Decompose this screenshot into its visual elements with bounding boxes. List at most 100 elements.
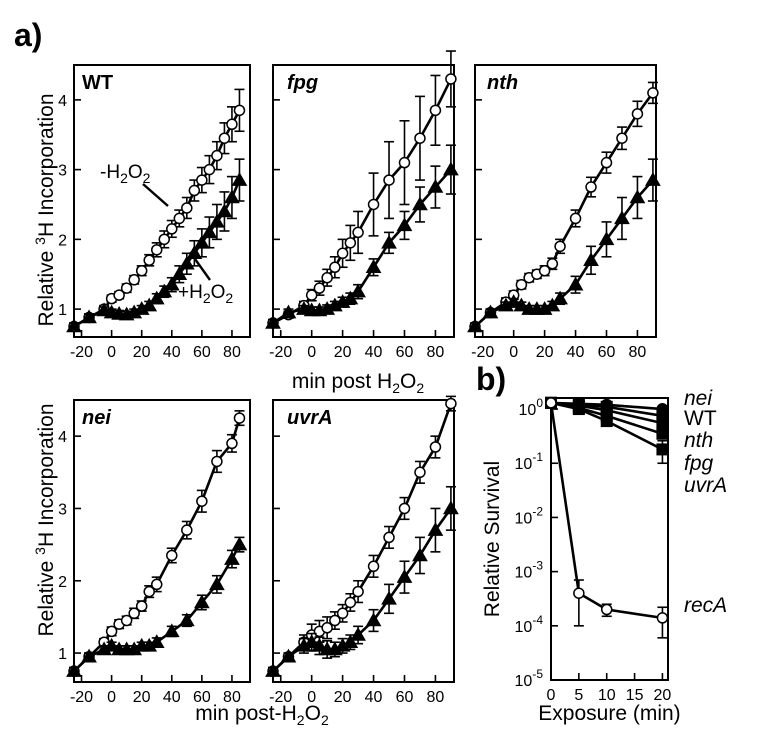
panel-frame [550,397,669,681]
panel-frame [272,399,455,683]
data-point [365,612,382,627]
data-point [148,634,165,648]
legend-entry-WT: WT [684,407,717,430]
annot-sub: 2 [120,170,128,186]
y-label-post: H Incorporation [35,93,58,237]
y-tick-label: 10-2 [515,504,544,527]
x-tick-label: 80 [427,689,445,706]
data-point [629,189,646,204]
data-point [427,179,444,193]
data-point [196,495,208,507]
data-point [171,266,188,280]
x-tick-label: -20 [269,344,292,361]
y-label-sup: 3 [32,547,48,555]
y-tick-label: 100 [519,396,544,419]
data-point [600,603,613,616]
data-point [120,614,133,627]
y-tick-label: 10-4 [515,613,544,636]
annot-pre: -H [100,162,120,183]
x-tick-label: 20 [334,344,352,361]
data-point [429,441,442,453]
data-point [645,172,661,186]
y-tick-label: 3 [58,163,67,180]
data-point [186,245,203,260]
data-point [342,290,359,305]
section-label-a: a) [14,17,42,53]
data-point [231,172,248,186]
y-axis-label-top-row: Relative 3H Incorporation [32,93,58,326]
data-point [166,223,178,235]
x-label-mid: O [400,370,416,393]
x-tick-label: 20 [536,344,554,361]
series-filled-triangle [265,144,459,329]
data-point [614,210,630,225]
x-label-sub2: 2 [416,380,424,396]
panel-frame [474,64,657,338]
data-point [280,304,297,319]
data-point [567,276,584,291]
data-point [303,634,320,648]
data-point [396,569,413,583]
data-point [656,427,669,440]
x-axis-label-bottom-row: min post-H2O2 [195,702,329,728]
data-point [445,73,457,85]
data-point [194,594,210,609]
data-point [398,502,411,515]
y-tick-base: 10 [515,456,533,473]
panel-fpg: fpg -20 0 20 40 60 80 [265,50,459,361]
series-line [272,168,452,325]
data-point [128,274,140,286]
data-point [467,318,483,333]
data-point [265,315,281,329]
data-point [414,132,426,144]
x-tick-label: 0 [107,344,116,361]
x-tick-label: 10 [598,687,616,704]
data-point [178,255,195,270]
annotation-plus-h2o2: +H2O2 [178,282,233,306]
y-tick-label: 2 [58,232,67,249]
data-point [414,466,426,479]
x-tick-label: -20 [70,689,93,706]
x-tick-label: 0 [509,344,518,361]
data-point [233,412,246,424]
data-point [398,156,411,169]
data-point [196,174,208,186]
x-label-sub: 2 [297,712,305,728]
y-tick-base: 10 [519,402,537,419]
annot-mid: O [128,162,143,183]
section-label-b: b) [476,361,506,397]
data-point [66,318,82,333]
data-point [616,132,628,144]
data-point [546,258,559,270]
data-point [573,587,585,599]
series-line [549,402,663,620]
y-tick-base: 10 [515,619,533,636]
y-tick-label: 10-1 [515,450,544,473]
y-tick-label: 2 [58,574,67,591]
data-point [280,648,297,663]
data-point [305,289,318,301]
x-tick-label: 80 [629,344,647,361]
data-point [350,283,366,298]
data-point [113,289,125,301]
data-point [173,212,186,225]
data-point [181,202,193,214]
panel-title: uvrA [287,407,333,429]
annot-sub: 2 [203,290,211,306]
series-line [474,92,654,328]
data-point [569,212,582,225]
x-axis-label-top-row: min post H2O2 [292,370,425,396]
data-point [216,203,233,218]
series-line [73,417,241,673]
data-point [538,264,551,277]
data-point [81,648,97,663]
data-point [336,607,349,620]
y-tick-label: 4 [58,93,67,110]
annot-mid: O [211,282,226,303]
data-point [201,224,218,239]
annot-pre: +H [178,282,203,303]
data-point [166,549,178,562]
y-tick-base: 10 [515,510,533,527]
data-point [365,259,382,274]
